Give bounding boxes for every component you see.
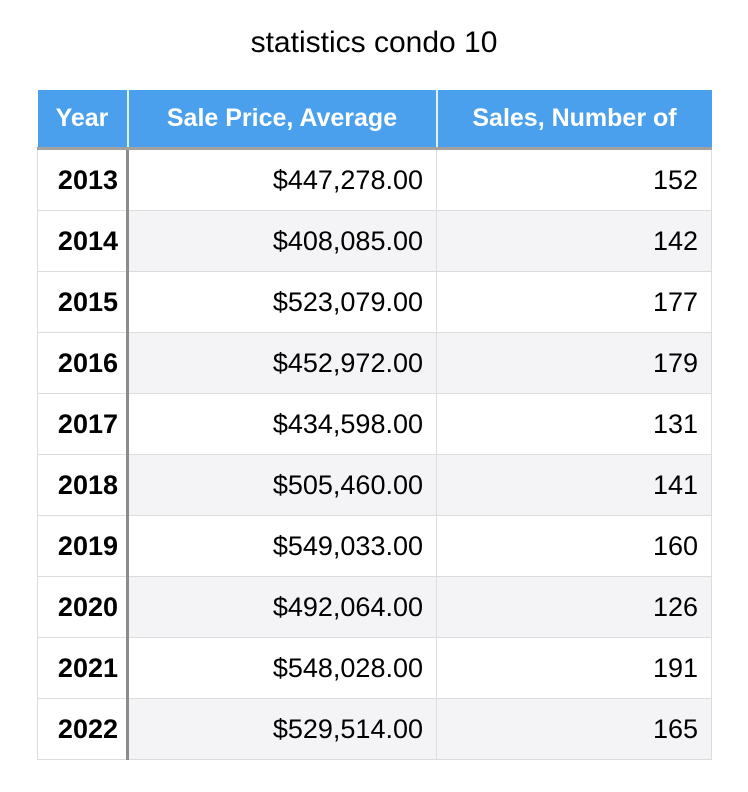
- table-row-2015: 2015 $523,079.00 177: [37, 271, 712, 333]
- num-sales-cell: 165: [436, 698, 712, 760]
- table-row-2014: 2014 $408,085.00 142: [37, 210, 712, 272]
- year-cell: 2022: [37, 698, 129, 760]
- num-sales-cell: 131: [436, 393, 712, 455]
- avg-price-cell: $452,972.00: [127, 332, 437, 394]
- num-sales-cell: 177: [436, 271, 712, 333]
- avg-price-cell: $548,028.00: [127, 637, 437, 699]
- year-cell: 2017: [37, 393, 129, 455]
- table-row-2020: 2020 $492,064.00 126: [37, 576, 712, 638]
- avg-price-cell: $492,064.00: [127, 576, 437, 638]
- num-sales-cell: 152: [436, 148, 712, 211]
- year-cell: 2019: [37, 515, 129, 577]
- avg-price-cell: $408,085.00: [127, 210, 437, 272]
- num-sales-cell: 179: [436, 332, 712, 394]
- year-cell: 2014: [37, 210, 129, 272]
- table-row-2016: 2016 $452,972.00 179: [37, 332, 712, 394]
- column-header-sale-price-average: Sale Price, Average: [126, 90, 437, 150]
- num-sales-cell: 142: [436, 210, 712, 272]
- table-row-2021: 2021 $548,028.00 191: [37, 637, 712, 699]
- avg-price-cell: $434,598.00: [127, 393, 437, 455]
- column-header-year: Year: [37, 90, 128, 150]
- year-cell: 2016: [37, 332, 129, 394]
- page-title: statistics condo 10: [250, 26, 498, 59]
- avg-price-cell: $529,514.00: [127, 698, 437, 760]
- avg-price-cell: $447,278.00: [127, 148, 437, 211]
- statistics-table: Year Sale Price, Average Sales, Number o…: [37, 90, 712, 760]
- year-cell: 2020: [37, 576, 129, 638]
- year-cell: 2015: [37, 271, 129, 333]
- table-header-row: Year Sale Price, Average Sales, Number o…: [37, 90, 712, 150]
- num-sales-cell: 191: [436, 637, 712, 699]
- num-sales-cell: 126: [436, 576, 712, 638]
- column-header-sales-number-of: Sales, Number of: [435, 90, 712, 150]
- table-row-2018: 2018 $505,460.00 141: [37, 454, 712, 516]
- year-cell: 2021: [37, 637, 129, 699]
- avg-price-cell: $523,079.00: [127, 271, 437, 333]
- avg-price-cell: $505,460.00: [127, 454, 437, 516]
- table-row-2017: 2017 $434,598.00 131: [37, 393, 712, 455]
- year-cell: 2018: [37, 454, 129, 516]
- table-row-2013: 2013 $447,278.00 152: [37, 148, 712, 211]
- num-sales-cell: 160: [436, 515, 712, 577]
- table-row-2019: 2019 $549,033.00 160: [37, 515, 712, 577]
- avg-price-cell: $549,033.00: [127, 515, 437, 577]
- table-row-2022: 2022 $529,514.00 165: [37, 698, 712, 760]
- year-cell: 2013: [37, 148, 129, 211]
- num-sales-cell: 141: [436, 454, 712, 516]
